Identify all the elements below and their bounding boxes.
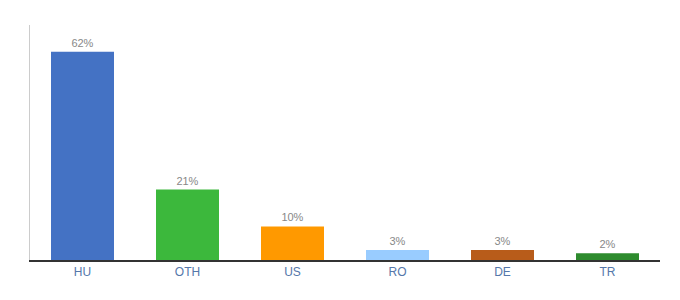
- svg-text:HU: HU: [74, 265, 91, 279]
- svg-text:RO: RO: [389, 265, 407, 279]
- svg-text:3%: 3%: [389, 235, 405, 247]
- svg-text:TR: TR: [600, 265, 616, 279]
- svg-text:21%: 21%: [176, 175, 198, 187]
- svg-text:DE: DE: [494, 265, 511, 279]
- svg-text:10%: 10%: [281, 211, 303, 223]
- svg-text:3%: 3%: [494, 235, 510, 247]
- svg-text:2%: 2%: [599, 238, 615, 250]
- svg-text:OTH: OTH: [175, 265, 200, 279]
- svg-text:US: US: [284, 265, 301, 279]
- svg-text:62%: 62%: [71, 37, 93, 49]
